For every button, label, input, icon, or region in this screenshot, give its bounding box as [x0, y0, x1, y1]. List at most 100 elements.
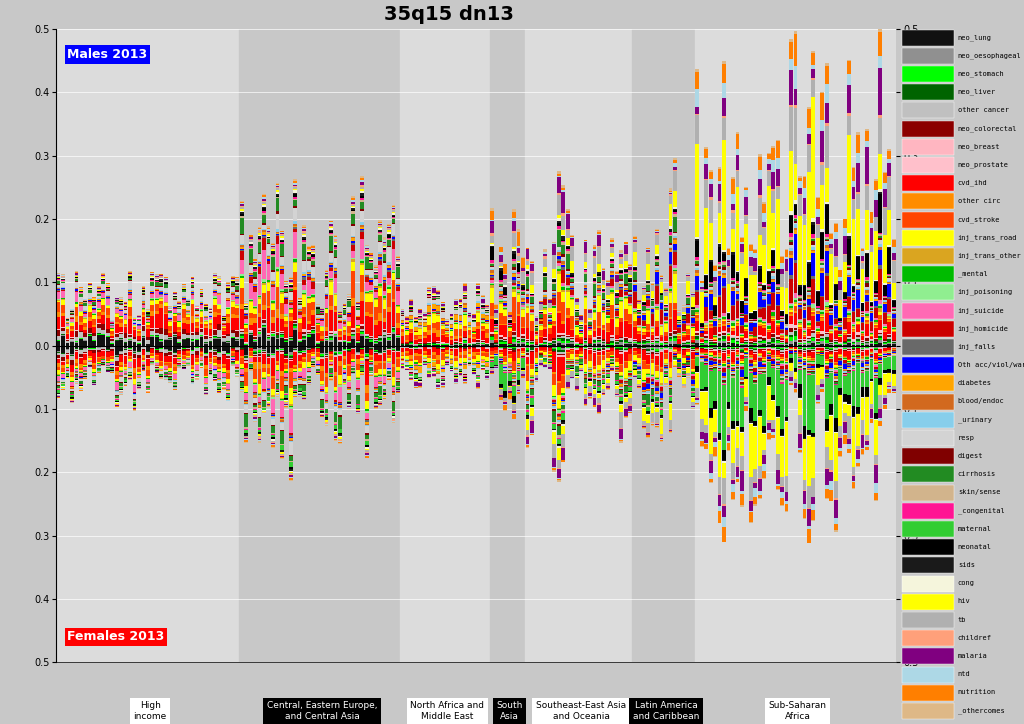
Bar	[780, 492, 784, 497]
Bar	[655, 336, 659, 338]
Bar	[790, 245, 793, 248]
Bar	[530, 381, 534, 382]
Bar	[767, 306, 771, 323]
Bar	[249, 301, 253, 303]
Bar	[209, 352, 212, 353]
Bar	[843, 346, 847, 347]
Bar	[650, 395, 654, 396]
Bar	[253, 418, 257, 421]
Bar	[463, 298, 467, 300]
Bar	[476, 301, 480, 303]
Bar	[650, 403, 654, 413]
Bar	[217, 337, 221, 338]
Bar	[860, 333, 864, 334]
Bar	[472, 360, 476, 361]
Bar	[436, 311, 440, 313]
Bar	[807, 287, 811, 288]
Bar	[637, 385, 641, 387]
Bar	[803, 304, 806, 306]
Bar	[650, 290, 654, 298]
Bar	[727, 321, 730, 323]
Bar	[624, 353, 628, 361]
Bar	[606, 310, 610, 311]
Bar	[566, 318, 569, 335]
Bar	[525, 416, 529, 418]
Bar	[820, 229, 824, 232]
Bar	[190, 295, 195, 299]
Bar	[615, 283, 618, 290]
Bar	[517, 344, 520, 346]
Bar	[597, 403, 601, 405]
Bar	[289, 461, 293, 462]
Bar	[105, 299, 110, 305]
Bar	[650, 396, 654, 400]
Bar	[691, 393, 694, 396]
Bar	[705, 444, 708, 449]
Bar	[646, 280, 650, 281]
Bar	[790, 340, 793, 344]
Bar	[776, 169, 779, 186]
Bar	[825, 310, 828, 311]
Bar	[767, 287, 771, 289]
Bar	[825, 63, 828, 66]
Bar	[410, 323, 414, 329]
Bar	[334, 351, 337, 352]
Bar	[253, 337, 257, 339]
Bar	[852, 349, 855, 350]
Bar	[391, 217, 395, 218]
Bar	[727, 314, 730, 319]
Bar	[311, 334, 315, 346]
Bar	[204, 358, 208, 366]
Bar	[351, 245, 355, 251]
Bar	[731, 291, 735, 305]
Bar	[544, 350, 547, 352]
Bar	[370, 360, 373, 361]
Bar	[561, 460, 565, 461]
Bar	[606, 308, 610, 310]
Bar	[249, 248, 253, 249]
Bar	[432, 328, 435, 333]
Bar	[646, 413, 650, 415]
Bar	[137, 355, 141, 358]
Bar	[351, 201, 355, 204]
Bar	[735, 283, 739, 285]
Bar	[865, 148, 869, 185]
Bar	[370, 282, 373, 285]
Bar	[476, 382, 480, 383]
Bar	[503, 287, 507, 295]
Bar	[629, 404, 632, 405]
Bar	[642, 321, 645, 326]
Bar	[181, 359, 185, 360]
Bar	[637, 315, 641, 316]
Bar	[253, 398, 257, 403]
Bar	[794, 390, 798, 392]
Bar	[566, 211, 569, 213]
Bar	[637, 364, 641, 366]
Bar	[530, 314, 534, 316]
Bar	[432, 374, 435, 376]
Bar	[236, 337, 240, 339]
Bar	[557, 343, 561, 346]
Bar	[548, 314, 552, 315]
Bar	[383, 395, 386, 396]
Bar	[691, 295, 694, 298]
Bar	[285, 400, 288, 401]
Bar	[128, 349, 132, 350]
Bar	[646, 346, 650, 347]
Bar	[521, 292, 525, 294]
Bar	[825, 366, 828, 369]
Bar	[347, 394, 351, 400]
Bar	[119, 327, 123, 332]
Bar	[378, 261, 382, 265]
Bar	[834, 372, 838, 373]
Bar	[574, 308, 579, 310]
Bar	[307, 362, 310, 367]
Bar	[669, 402, 673, 403]
Bar	[512, 247, 516, 248]
Bar	[325, 400, 329, 401]
Bar	[780, 353, 784, 354]
Bar	[83, 372, 87, 373]
Bar	[128, 299, 132, 300]
Bar	[262, 279, 266, 282]
Bar	[334, 271, 337, 272]
